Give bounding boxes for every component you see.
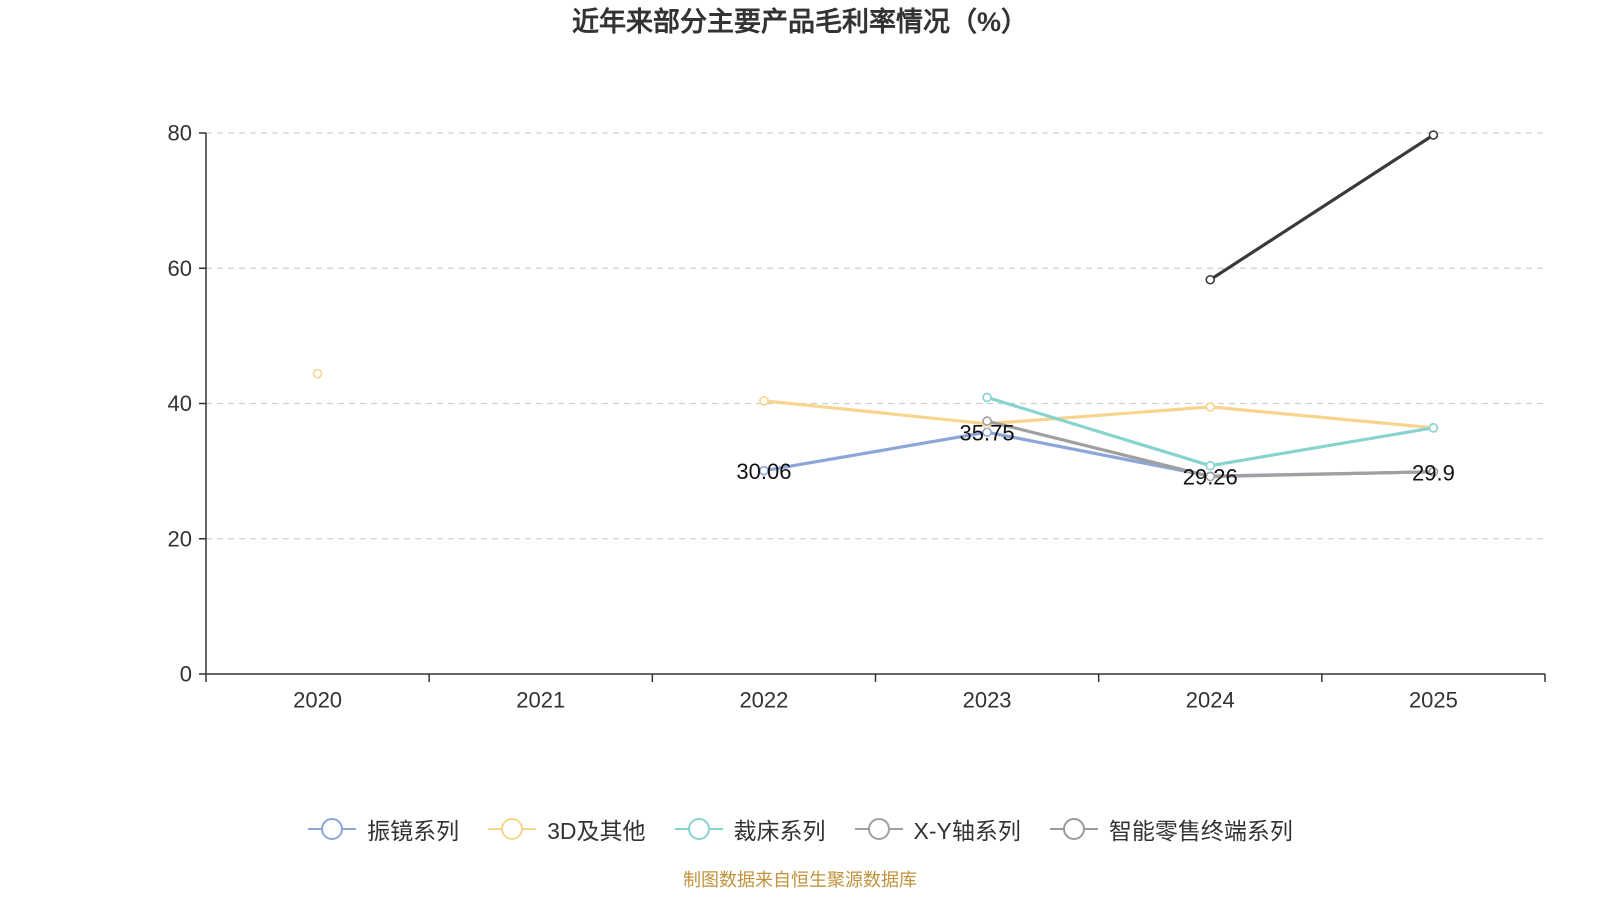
- legend-label: 振镜系列: [367, 818, 460, 844]
- data-point: [759, 395, 769, 406]
- data-source-footer: 制图数据来自恒生聚源数据库: [683, 870, 917, 890]
- x-tick-label: 2021: [516, 688, 565, 713]
- data-label: 35.75: [960, 421, 1015, 446]
- y-tick-label: 60: [168, 256, 192, 281]
- x-tick-label: 2020: [293, 688, 342, 713]
- series-line: [762, 399, 1435, 430]
- y-tick-label: 0: [180, 662, 192, 687]
- legend-label: 3D及其他: [547, 818, 646, 844]
- legend-label: 智能零售终端系列: [1108, 818, 1293, 844]
- legend-line-circle-icon: [488, 818, 537, 840]
- data-label: 29.26: [1183, 465, 1238, 490]
- grid-lines: [206, 132, 1545, 540]
- series-4: [982, 416, 1439, 482]
- series-group: [312, 130, 1439, 482]
- data-label: 30.06: [736, 459, 791, 484]
- x-tick-label: 2024: [1186, 688, 1235, 713]
- legend-item-3d[interactable]: 3D及其他: [487, 812, 646, 846]
- legend-line-circle-icon: [854, 818, 903, 840]
- legend-line-circle-icon: [674, 818, 723, 840]
- data-point: [1205, 402, 1216, 412]
- data-label: 29.9: [1412, 460, 1455, 485]
- legend-line-circle-icon: [1049, 818, 1098, 840]
- series-line: [762, 430, 1435, 478]
- legend: 振镜系列 3D及其他 裁床系列 X-Y轴系列 智能零售终端系列: [0, 807, 1600, 851]
- data-point: [1428, 467, 1439, 477]
- series-line: [1208, 133, 1435, 282]
- y-tick-label: 80: [168, 121, 192, 146]
- data-point: [1428, 423, 1439, 433]
- x-tick-label: 2025: [1409, 688, 1458, 713]
- data-point: [982, 392, 992, 403]
- data-point: [759, 465, 769, 476]
- series-5: [1205, 130, 1439, 285]
- series-2: [312, 368, 1439, 433]
- x-tick-label: 2022: [739, 688, 788, 713]
- data-point: [1428, 130, 1439, 140]
- legend-line-circle-icon: [308, 818, 357, 840]
- data-point: [1205, 471, 1216, 482]
- data-labels: 30.06 35.75 29.26 29.9: [736, 421, 1454, 490]
- series-3: [982, 392, 1439, 471]
- legend-item-smart-retail[interactable]: 智能零售终端系列: [1049, 812, 1293, 846]
- legend-item-xy-axis[interactable]: X-Y轴系列: [854, 812, 1021, 846]
- legend-label: 裁床系列: [733, 818, 826, 844]
- data-point: [1205, 460, 1216, 471]
- y-tick-label: 40: [168, 391, 192, 416]
- x-tick-label: 2023: [963, 688, 1012, 713]
- data-point: [1205, 274, 1216, 285]
- legend-item-caichuang[interactable]: 裁床系列: [674, 812, 826, 846]
- legend-label: X-Y轴系列: [913, 818, 1021, 844]
- axes: 0 20 40 60 80 2020 2021 2022 2023 2024 2025: [168, 121, 1546, 713]
- data-point: [312, 368, 323, 379]
- data-point: [982, 416, 992, 426]
- chart-title: 近年来部分主要产品毛利率情况（%）: [571, 7, 1028, 37]
- legend-item-zhenjing[interactable]: 振镜系列: [307, 812, 459, 846]
- y-tick-label: 20: [168, 526, 192, 551]
